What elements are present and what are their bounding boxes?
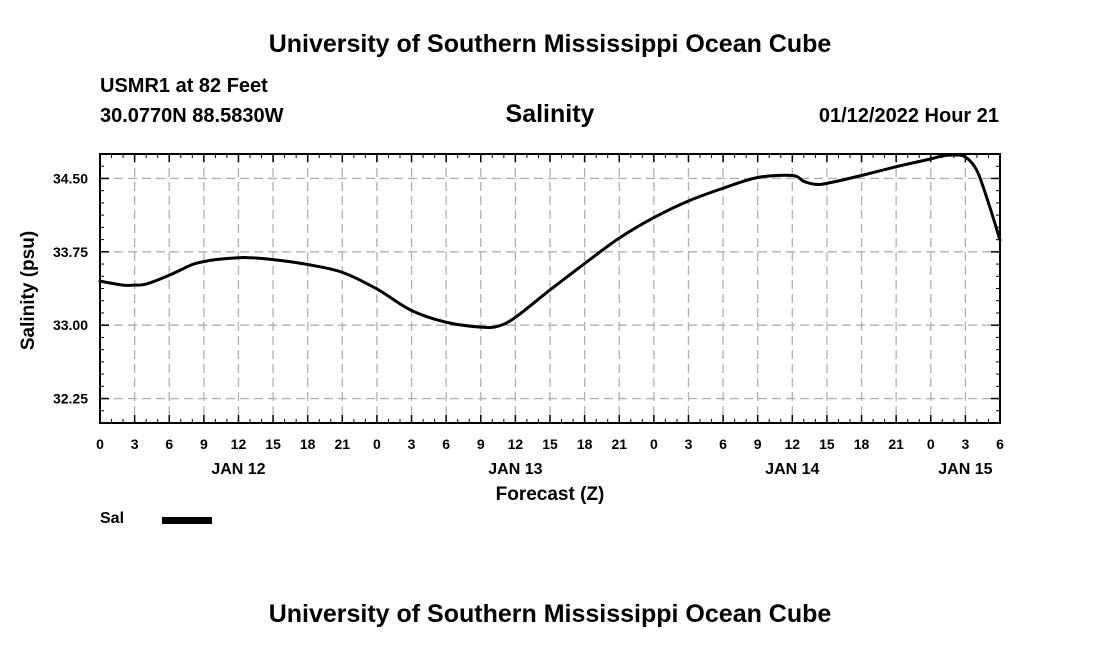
x-tick-label: 3 — [685, 436, 693, 452]
x-tick-label: 21 — [888, 436, 904, 452]
x-tick-label: 21 — [611, 436, 627, 452]
x-tick-label: 12 — [231, 436, 247, 452]
x-tick-label: 21 — [335, 436, 351, 452]
page-title: University of Southern Mississippi Ocean… — [268, 30, 832, 58]
x-axis-title: Forecast (Z) — [496, 484, 605, 505]
x-tick-label: 3 — [961, 436, 969, 452]
x-tick-label: 0 — [650, 436, 658, 452]
forecast-datetime: 01/12/2022 Hour 21 — [818, 105, 999, 127]
x-tick-label: 0 — [927, 436, 935, 452]
x-tick-label: 6 — [719, 436, 727, 452]
x-tick-label: 0 — [96, 436, 104, 452]
x-tick-label: 12 — [508, 436, 524, 452]
day-label: JAN 13 — [488, 461, 542, 478]
y-tick-label: 34.50 — [53, 170, 88, 186]
y-tick-label: 33.75 — [53, 244, 88, 260]
station-label: USMR1 at 82 Feet — [100, 75, 268, 97]
x-tick-label: 6 — [165, 436, 173, 452]
x-tick-label: 9 — [200, 436, 208, 452]
grid-lines — [100, 154, 1000, 423]
legend-label: Sal — [100, 510, 125, 527]
y-tick-label: 32.25 — [53, 391, 88, 407]
day-label: JAN 14 — [765, 461, 819, 478]
x-tick-label: 6 — [442, 436, 450, 452]
y-axis-title: Salinity (psu) — [18, 231, 39, 350]
day-label: JAN 15 — [938, 461, 992, 478]
chart-title: Salinity — [505, 100, 595, 128]
x-tick-label: 9 — [754, 436, 762, 452]
x-tick-label: 18 — [854, 436, 870, 452]
series-line-sal — [98, 153, 1002, 330]
x-tick-label: 3 — [408, 436, 416, 452]
y-tick-label: 33.00 — [53, 317, 88, 333]
plot-frame — [99, 153, 1001, 424]
footer-title: University of Southern Mississippi Ocean… — [268, 600, 832, 628]
x-tick-label: 12 — [785, 436, 801, 452]
x-tick-label: 0 — [373, 436, 381, 452]
series-layer — [98, 153, 1002, 330]
x-tick-label: 9 — [477, 436, 485, 452]
x-tick-label: 15 — [819, 436, 835, 452]
x-tick-label: 18 — [577, 436, 593, 452]
x-tick-label: 15 — [542, 436, 558, 452]
day-label: JAN 12 — [211, 461, 265, 478]
x-tick-label: 18 — [300, 436, 316, 452]
x-tick-label: 15 — [265, 436, 281, 452]
x-tick-label: 6 — [996, 436, 1004, 452]
tick-labels: 0 3 6 9 12 15 18 21 0 3 6 9 12 15 18 21 0 3 6 9 12 15 18 21 0 3 6 3… — [53, 170, 1004, 478]
station-coordinates: 30.0770N 88.5830W — [100, 105, 284, 127]
x-tick-label: 3 — [131, 436, 139, 452]
legend-swatch — [162, 517, 212, 524]
